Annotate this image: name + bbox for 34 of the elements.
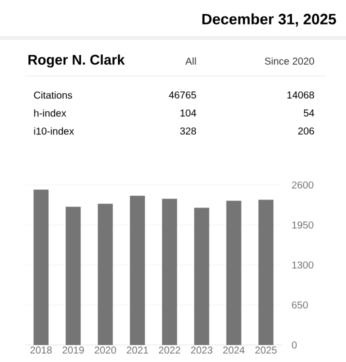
bar bbox=[258, 200, 274, 345]
x-tick-label: 2024 bbox=[223, 346, 245, 354]
bar bbox=[226, 200, 242, 345]
x-tick-label: 2025 bbox=[255, 346, 277, 354]
bar bbox=[66, 206, 81, 345]
text: Since 2020 bbox=[264, 57, 314, 65]
text: Citations bbox=[34, 91, 72, 99]
text: 14068 bbox=[287, 91, 314, 99]
text: 104 bbox=[180, 109, 196, 117]
chart-subtitle: December 31, 2025 bbox=[202, 13, 336, 27]
bar bbox=[162, 198, 178, 345]
x-tick-label: 2018 bbox=[30, 346, 52, 354]
x-tick-label: 2019 bbox=[62, 346, 84, 354]
text: All bbox=[185, 57, 196, 65]
text: 54 bbox=[304, 110, 314, 116]
y-tick-label: 0 bbox=[292, 341, 297, 349]
text: 328 bbox=[180, 127, 196, 135]
x-tick-label: 2023 bbox=[191, 346, 212, 354]
text: 46765 bbox=[168, 91, 196, 99]
text: 206 bbox=[298, 127, 314, 135]
y-tick-label: 1300 bbox=[292, 261, 314, 269]
bar bbox=[194, 208, 210, 345]
text: i10-index bbox=[34, 127, 74, 135]
bar bbox=[130, 196, 145, 345]
x-tick-label: 2021 bbox=[126, 346, 148, 354]
text: h-index bbox=[34, 109, 66, 117]
x-tick-label: 2022 bbox=[158, 346, 180, 354]
chart-title: Roger N. Clark bbox=[28, 54, 125, 68]
y-tick-label: 1950 bbox=[292, 221, 314, 229]
x-tick-label: 2020 bbox=[94, 346, 116, 354]
y-tick-label: 2600 bbox=[292, 181, 314, 189]
bar bbox=[34, 190, 49, 345]
bar bbox=[98, 204, 113, 345]
y-tick-label: 650 bbox=[292, 301, 308, 309]
